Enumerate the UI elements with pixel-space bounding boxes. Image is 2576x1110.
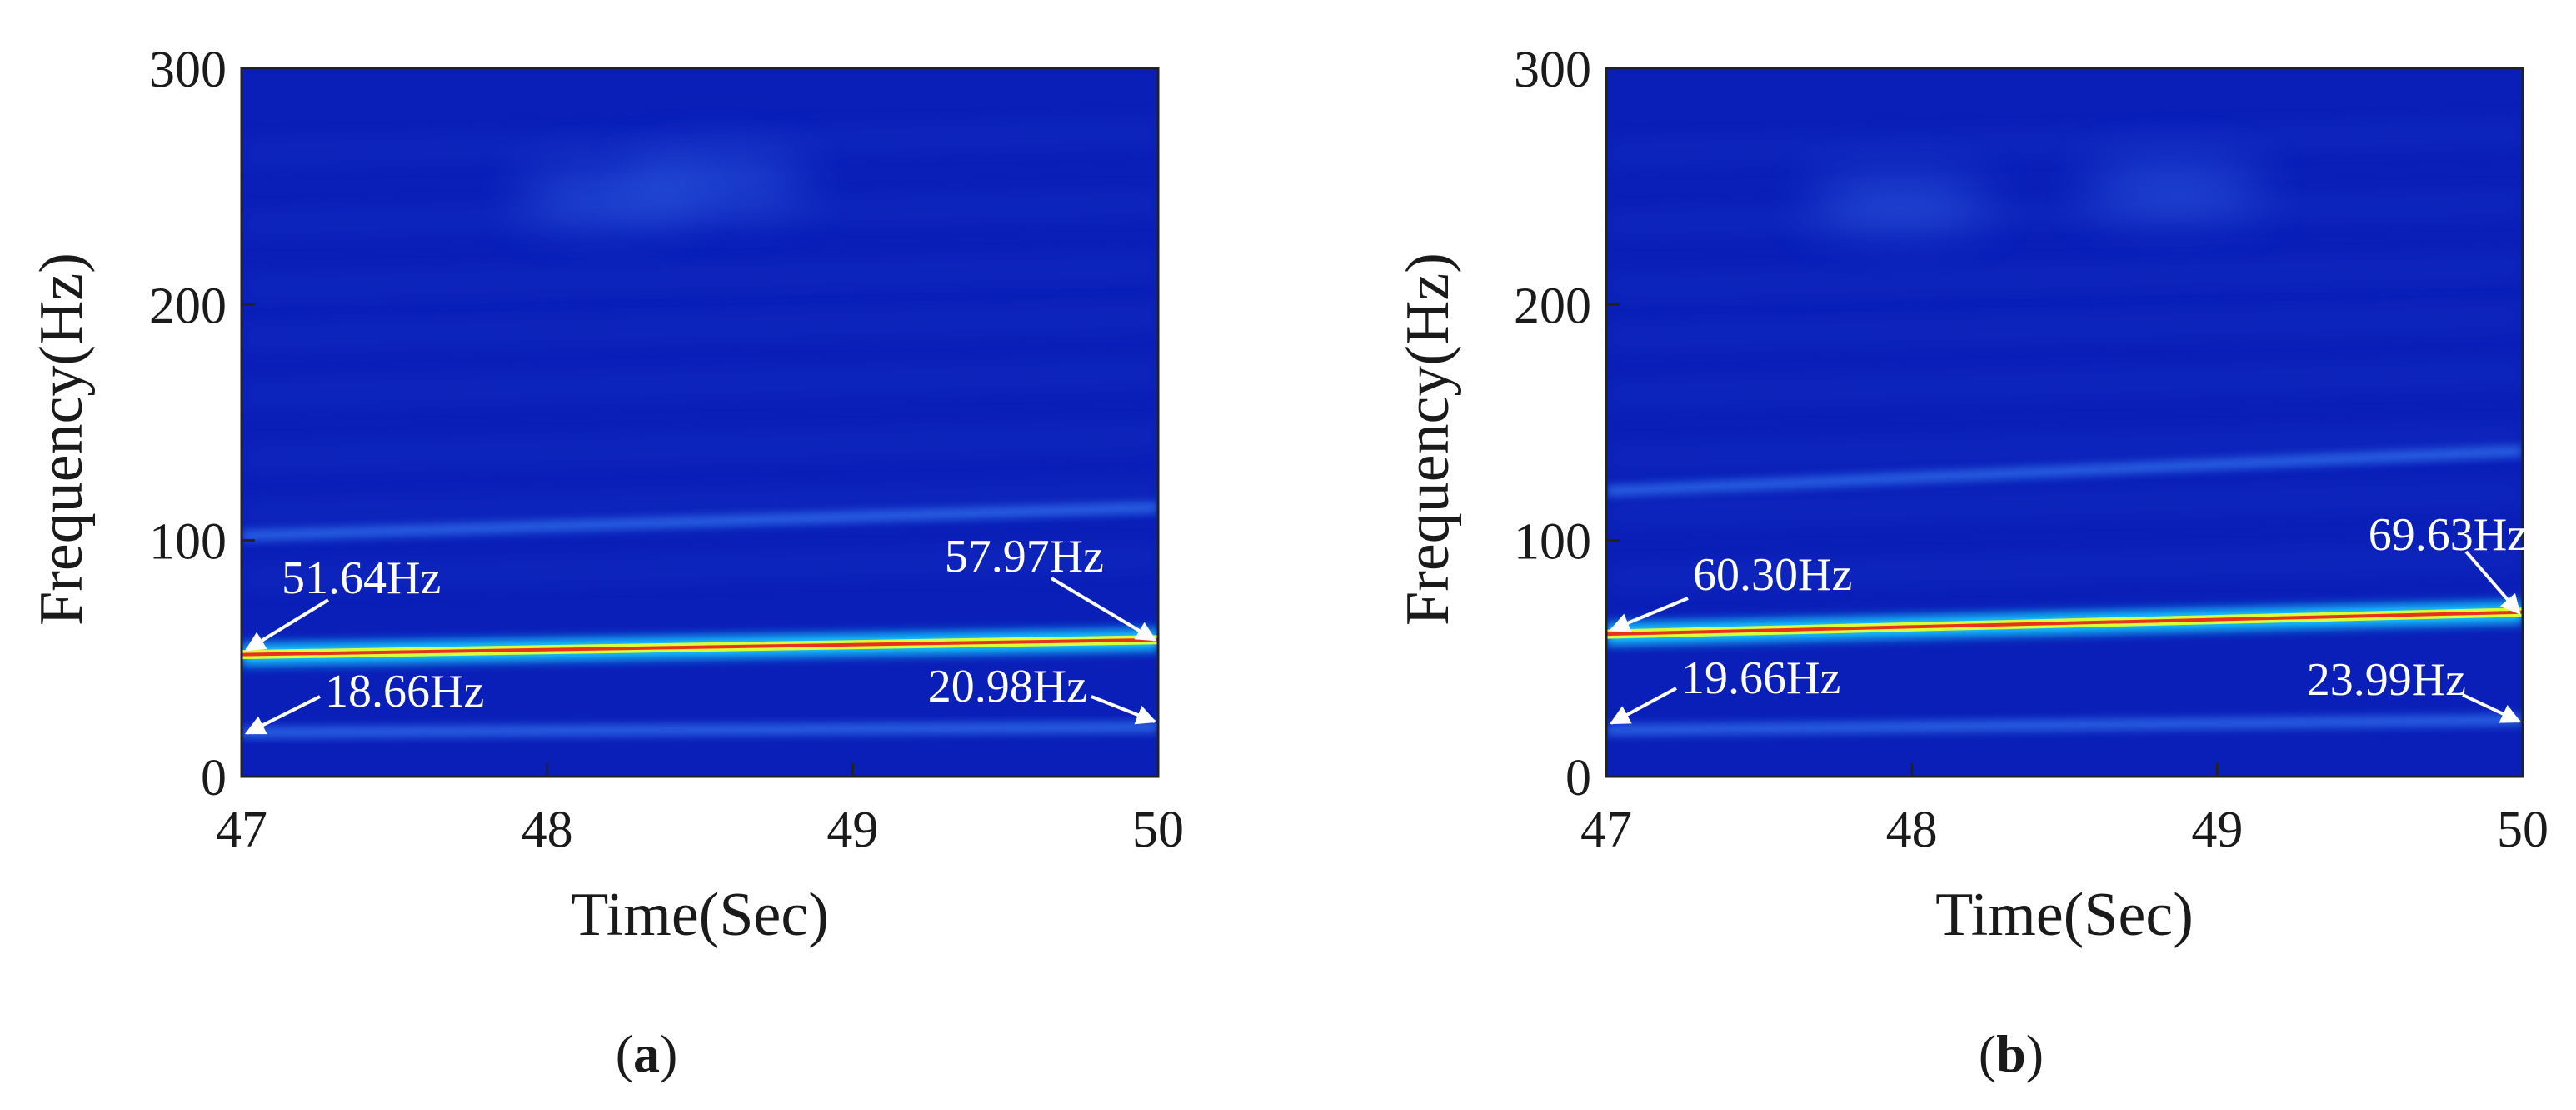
x-tick-label: 49 <box>2191 802 2243 858</box>
annotation-arrow <box>1050 577 1157 642</box>
y-axis-label: Frequency(Hz) <box>1394 252 1462 626</box>
x-axis-label: Time(Sec) <box>1935 881 2194 949</box>
background-streak <box>242 368 1158 398</box>
annotation-arrow <box>1609 687 1677 725</box>
annotation-arrow <box>244 695 321 735</box>
annotation-arrow <box>1609 597 1689 632</box>
annotation-arrow <box>244 598 330 652</box>
y-tick-label: 300 <box>149 42 227 98</box>
background-streak <box>1606 312 2523 342</box>
annotation-label: 51.64Hz <box>282 552 441 604</box>
background-streak <box>242 432 1158 462</box>
background-streak <box>242 128 1158 158</box>
y-axis-label: Frequency(Hz) <box>27 252 96 626</box>
annotation-label: 20.98Hz <box>928 661 1087 712</box>
panel-caption-letter: a <box>633 1024 660 1083</box>
annotation-arrow <box>2462 693 2522 723</box>
ridge-core <box>1606 610 2523 637</box>
x-tick-label: 48 <box>1886 802 1938 858</box>
background-streak <box>242 198 1158 228</box>
background-streak <box>1606 432 2523 462</box>
plot-frame <box>1605 67 2524 778</box>
ridge-core <box>242 638 1158 657</box>
y-tick-label: 300 <box>1514 42 1591 98</box>
plot-frame <box>240 67 1160 778</box>
panel-a: 47 48 49 50 0 100 200 300 Time(Sec) Frequency(Hz)… <box>27 42 1184 1083</box>
background-streak <box>1606 128 2523 158</box>
background-streak <box>242 489 1158 519</box>
panel-caption-letter: b <box>1996 1024 2026 1083</box>
annotation-arrow <box>2464 550 2521 615</box>
background-streak <box>1606 368 2523 398</box>
energy-blob <box>627 160 810 203</box>
background-streak <box>242 312 1158 342</box>
annotation-label: 18.66Hz <box>325 666 484 718</box>
panel-caption: (b) <box>1979 1024 2044 1083</box>
annotation-label: 60.30Hz <box>1693 549 1852 601</box>
background-streak <box>1606 198 2523 228</box>
x-tick-label: 48 <box>522 802 573 858</box>
panel-b: 47 48 49 50 0 100 200 300 Time(Sec) Frequency(Hz)… <box>1394 42 2549 1083</box>
x-axis-label: Time(Sec) <box>571 881 829 949</box>
energy-blob <box>1808 181 1991 225</box>
x-tick-label: 50 <box>2497 802 2549 858</box>
background-streak <box>1606 489 2523 519</box>
y-tick-label: 100 <box>1514 514 1591 571</box>
annotation-label: 23.99Hz <box>2307 654 2466 706</box>
x-tick-label: 47 <box>1580 802 1632 858</box>
energy-blob <box>2083 167 2266 211</box>
annotation-label: 57.97Hz <box>945 531 1104 582</box>
y-tick-label: 200 <box>1514 278 1591 334</box>
plot-area <box>1606 68 2523 777</box>
background-streak <box>242 262 1158 292</box>
x-tick-label: 50 <box>1132 802 1184 858</box>
y-tick-label: 0 <box>1565 750 1591 807</box>
panel-caption: (a) <box>616 1024 678 1083</box>
background-streak <box>242 552 1158 582</box>
ridge-faint <box>1606 716 2523 734</box>
x-tick-label: 49 <box>826 802 878 858</box>
y-tick-label: 0 <box>201 750 227 807</box>
y-tick-label: 100 <box>149 514 227 571</box>
y-tick-label: 200 <box>149 278 227 334</box>
ridge-faint <box>242 503 1158 540</box>
annotation-label: 69.63Hz <box>2369 509 2528 561</box>
ridge-faint <box>242 723 1158 737</box>
annotation-arrow <box>1091 695 1157 725</box>
background-streak <box>1606 552 2523 582</box>
annotation-label: 19.66Hz <box>1681 652 1840 704</box>
ridge-faint <box>1606 447 2523 495</box>
x-tick-label: 47 <box>216 802 267 858</box>
background-streak <box>1606 262 2523 292</box>
